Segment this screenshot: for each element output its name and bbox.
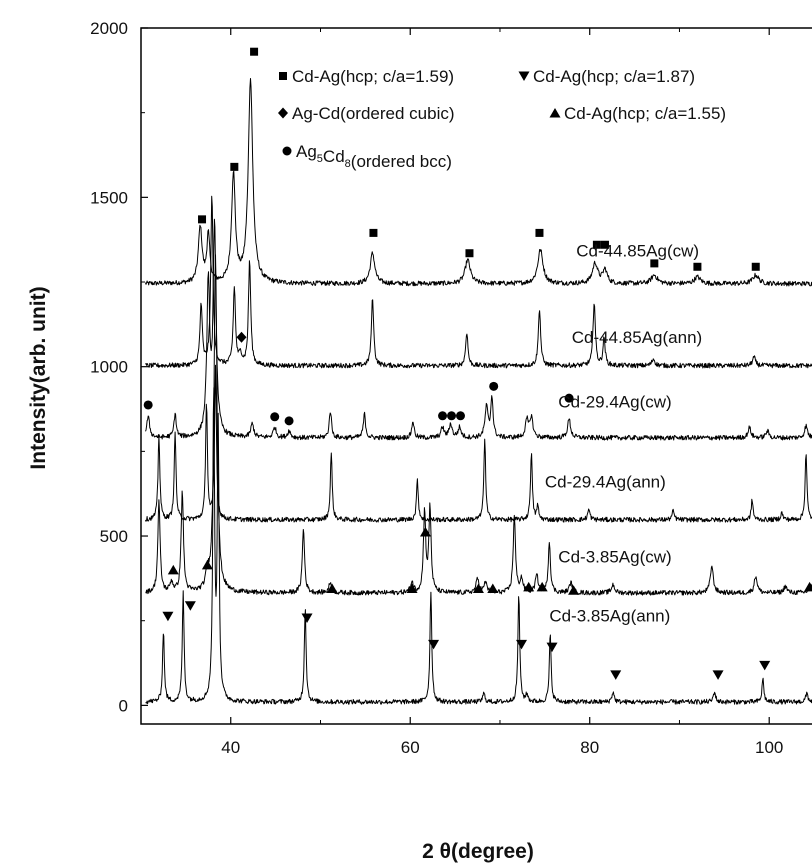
trace-6: [145, 387, 812, 705]
square-marker: [535, 228, 544, 237]
trace-3: [145, 218, 812, 441]
y-tick-label: 1000: [90, 358, 128, 377]
triangle-down-marker: [516, 639, 528, 650]
triangle-up-marker: [536, 581, 548, 592]
sample-labels: Cd-44.85Ag(cw) Cd-44.85Ag(ann) Cd-29.4Ag(c…: [545, 242, 702, 626]
y-tick-label: 0: [119, 696, 128, 715]
y-tick-label: 1500: [90, 188, 128, 207]
y-axis: 0 500 1000 1500 2000: [90, 19, 148, 715]
triangle-down-marker: [712, 670, 724, 680]
sample-label: Cd-3.85Ag(ann): [549, 607, 670, 626]
triangle-up-marker: [472, 583, 484, 594]
legend-label: Ag5Cd8(ordered bcc): [296, 142, 452, 171]
triangle-up-marker: [804, 581, 812, 592]
sample-label: Cd-44.85Ag(ann): [572, 328, 702, 347]
circle-marker: [270, 412, 280, 422]
triangle-up-marker: [167, 564, 179, 575]
square-marker: [250, 47, 259, 56]
x-tick-label: 100: [755, 738, 783, 757]
legend-label: Ag-Cd(ordered cubic): [292, 104, 455, 123]
x-axis-title: 2 θ(degree): [422, 840, 534, 863]
triangle-down-marker: [162, 611, 174, 622]
square-marker: [592, 240, 601, 249]
triangle-up-marker: [487, 583, 499, 594]
legend-label: Cd-Ag(hcp; c/a=1.55): [564, 104, 726, 123]
sample-label: Cd-29.4Ag(cw): [558, 392, 671, 411]
legend-label: Cd-Ag(hcp; c/a=1.87): [533, 67, 695, 86]
legend-triangle-up-symbol: [549, 108, 561, 118]
sample-label: Cd-3.85Ag(cw): [558, 547, 671, 566]
legend-circle-symbol: [282, 146, 292, 156]
legend-triangle-down-symbol: [518, 71, 530, 81]
plot-frame: [140, 27, 812, 725]
triangle-up-marker: [568, 585, 580, 595]
circle-marker: [455, 411, 465, 421]
y-axis-title: Intensity(arb. unit): [27, 286, 50, 469]
square-marker: [230, 162, 239, 171]
square-marker: [693, 262, 702, 271]
x-tick-label: 40: [221, 738, 240, 757]
circle-marker: [489, 381, 499, 391]
triangle-down-marker: [428, 639, 440, 650]
triangle-up-marker: [326, 583, 338, 594]
y-tick-label: 500: [100, 527, 128, 546]
triangle-up-marker: [523, 581, 535, 592]
circle-marker: [447, 411, 457, 421]
triangle-down-marker: [184, 601, 196, 611]
square-marker: [600, 240, 609, 249]
x-tick-label: 80: [580, 738, 599, 757]
triangle-up-marker: [201, 559, 213, 570]
sample-label: Cd-44.85Ag(cw): [576, 242, 699, 261]
trace-1: [145, 78, 812, 287]
triangle-down-marker: [546, 642, 558, 653]
circle-marker: [564, 393, 574, 403]
triangle-up-marker: [406, 583, 418, 594]
legend-diamond-symbol: [278, 107, 288, 119]
x-axis: 40 60 80 100: [140, 28, 783, 757]
circle-marker: [438, 411, 448, 421]
legend: Cd-Ag(hcp; c/a=1.59) Cd-Ag(hcp; c/a=1.87)…: [278, 67, 726, 171]
trace-5: [145, 254, 812, 596]
diamond-marker: [236, 331, 247, 343]
square-marker: [650, 259, 659, 268]
square-marker: [369, 228, 378, 237]
circle-marker: [143, 400, 153, 410]
square-marker: [465, 249, 474, 258]
triangle-down-marker: [759, 660, 771, 671]
legend-label: Cd-Ag(hcp; c/a=1.59): [292, 67, 454, 86]
triangle-down-marker: [301, 613, 313, 623]
triangle-up-marker: [419, 526, 431, 537]
legend-square-symbol: [279, 72, 287, 80]
phase-markers: [143, 47, 812, 680]
xrd-traces: [145, 78, 812, 705]
triangle-down-marker: [610, 670, 622, 680]
circle-marker: [284, 416, 294, 426]
trace-4: [145, 364, 812, 523]
x-tick-label: 60: [401, 738, 420, 757]
square-marker: [198, 215, 207, 224]
trace-2: [145, 195, 812, 369]
sample-label: Cd-29.4Ag(ann): [545, 473, 666, 492]
square-marker: [751, 262, 760, 271]
y-tick-label: 2000: [90, 19, 128, 38]
